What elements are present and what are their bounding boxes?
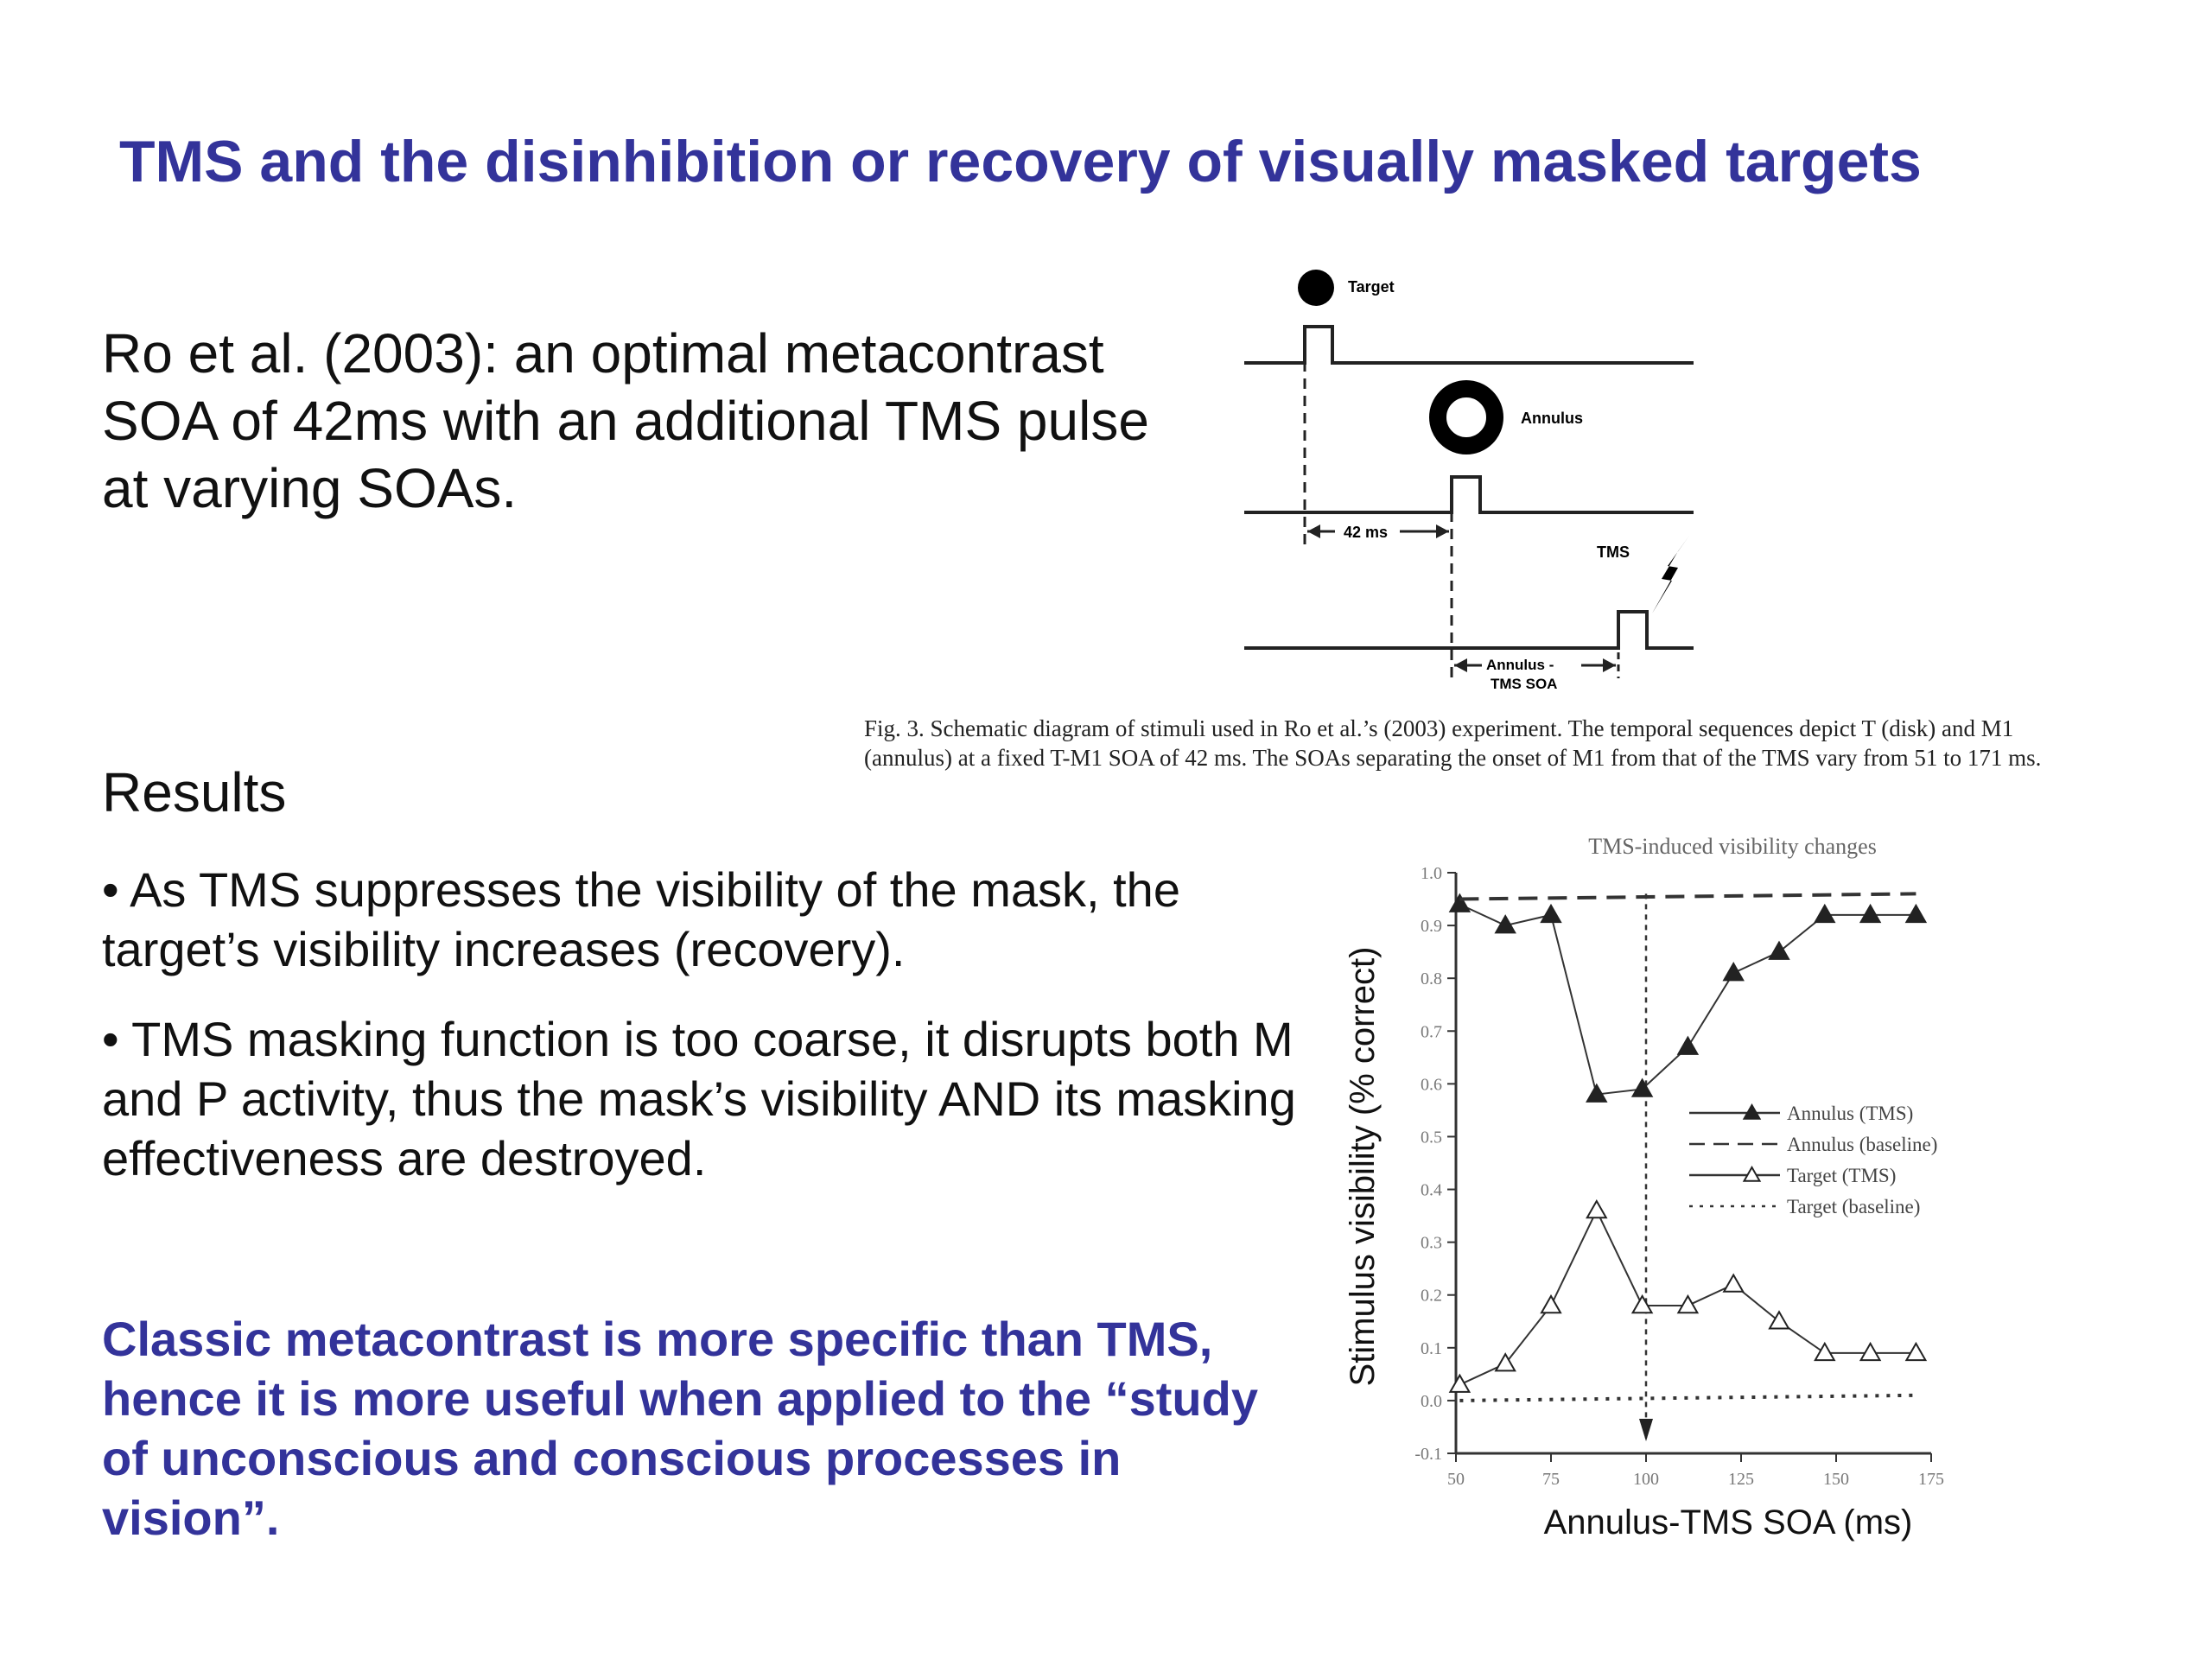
data-point (1768, 940, 1790, 960)
data-point (1448, 1373, 1471, 1393)
conclusion-text: Classic metacontrast is more specific th… (102, 1312, 1258, 1545)
series-line-0 (1459, 903, 1916, 1096)
results-bullet-1: • As TMS suppresses the visibility of th… (102, 862, 1180, 976)
y-tick-label: 0.0 (1421, 1392, 1442, 1411)
data-point (1768, 1310, 1790, 1330)
chart-series (1448, 892, 1928, 1402)
legend-entry: Target (TMS) (1787, 1165, 1896, 1186)
results-bullet-2: • TMS masking function is too coarse, it… (102, 1012, 1296, 1185)
figure-caption: Fig. 3. Schematic diagram of stimuli use… (864, 715, 2042, 771)
chart-axes: -0.1 0.0 0.1 0.2 0.3 0.4 0.5 0.6 0.7 0.8 0.9 1.0 50 7… (1414, 864, 1944, 1489)
data-point (1814, 903, 1836, 924)
soa-marker-arrow (1639, 1419, 1653, 1441)
visibility-chart: TMS-induced visibility changes Stimulus … (1344, 834, 1944, 1541)
x-tick-label: 100 (1633, 1470, 1659, 1489)
slide-title: TMS and the disinhibition or recovery of… (119, 129, 1922, 194)
data-point (1722, 1273, 1745, 1293)
y-axis-label: Stimulus visibility (% correct) (1344, 947, 1382, 1387)
data-point (1676, 1294, 1700, 1314)
y-tick-label: -0.1 (1414, 1445, 1442, 1464)
legend-marker (1742, 1103, 1762, 1120)
data-point (1494, 914, 1516, 934)
data-point (1494, 1352, 1516, 1372)
series-line-1 (1459, 892, 1916, 901)
target-timeline (1244, 325, 1694, 365)
data-point (1630, 1077, 1654, 1097)
y-tick-label: 0.4 (1421, 1181, 1442, 1200)
annulus-tms-soa-label-line2: TMS SOA (1491, 676, 1557, 692)
series-line-3 (1459, 1393, 1916, 1402)
annulus-ring-icon (1429, 380, 1503, 454)
y-tick-label: 0.1 (1421, 1339, 1442, 1358)
data-point (1540, 1294, 1562, 1314)
data-point (1676, 1035, 1700, 1055)
intro-text: Ro et al. (2003): an optimal metacontras… (102, 322, 1149, 519)
x-tick-label: 175 (1918, 1470, 1944, 1489)
tms-timeline (1244, 610, 1694, 650)
y-tick-label: 0.3 (1421, 1234, 1442, 1253)
legend-entry: Annulus (baseline) (1787, 1134, 1937, 1155)
results-heading: Results (102, 761, 287, 823)
x-axis-label: Annulus-TMS SOA (ms) (1544, 1503, 1913, 1541)
data-point (1630, 1294, 1654, 1314)
legend-entry: Target (baseline) (1787, 1196, 1920, 1217)
chart-legend: Annulus (TMS) Annulus (baseline) Target (T… (1689, 1103, 1937, 1217)
x-tick-label: 50 (1447, 1470, 1465, 1489)
y-tick-label: 0.8 (1421, 969, 1442, 988)
y-tick-label: 0.2 (1421, 1287, 1442, 1306)
data-point (1904, 1341, 1928, 1362)
target-label: Target (1348, 278, 1395, 296)
stimulus-timing-diagram: Target Annulus 42 ms TMS Annulus - TMS S… (1244, 270, 1694, 696)
data-point (1448, 893, 1471, 912)
x-tick-label: 125 (1728, 1470, 1754, 1489)
chart-title: TMS-induced visibility changes (1588, 834, 1877, 859)
annulus-timeline (1244, 475, 1694, 514)
x-tick-label: 150 (1823, 1470, 1849, 1489)
legend-marker (1742, 1165, 1762, 1182)
data-point (1586, 1198, 1608, 1219)
y-tick-label: 0.5 (1421, 1128, 1442, 1147)
data-point (1859, 903, 1882, 924)
y-tick-label: 1.0 (1421, 864, 1442, 883)
lightning-bolt-icon (1652, 536, 1689, 613)
data-point (1904, 903, 1928, 924)
annulus-tms-arrow-head-right (1603, 658, 1616, 672)
soa-arrow-head-right (1436, 524, 1449, 538)
data-point (1722, 962, 1745, 982)
y-tick-label: 0.7 (1421, 1022, 1442, 1041)
soa-label: 42 ms (1344, 524, 1388, 541)
soa-label-bg (1335, 518, 1400, 544)
annulus-tms-soa-label-line1: Annulus - (1486, 657, 1554, 673)
y-tick-label: 0.6 (1421, 1075, 1442, 1094)
target-disk-icon (1298, 270, 1334, 306)
annulus-tms-label-bg (1482, 653, 1581, 696)
data-point (1540, 903, 1562, 924)
data-point (1586, 1083, 1608, 1103)
tms-label: TMS (1597, 543, 1630, 561)
soa-arrow-head-left (1307, 524, 1320, 538)
y-tick-label: 0.9 (1421, 917, 1442, 936)
legend-entry: Annulus (TMS) (1787, 1103, 1913, 1124)
annulus-label: Annulus (1521, 410, 1583, 427)
data-point (1859, 1341, 1882, 1362)
annulus-tms-arrow-head-left (1454, 658, 1467, 672)
x-tick-label: 75 (1542, 1470, 1560, 1489)
data-point (1814, 1341, 1836, 1362)
